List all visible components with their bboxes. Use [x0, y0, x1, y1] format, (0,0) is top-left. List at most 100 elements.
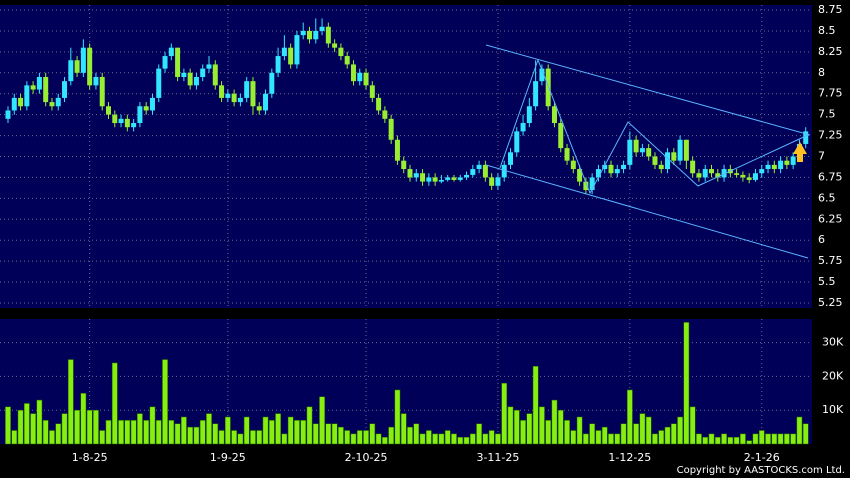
candle-body — [470, 169, 476, 175]
volume-bar — [608, 433, 614, 445]
volume-bar — [451, 433, 457, 445]
x-tick-label: 1-8-25 — [72, 451, 108, 464]
volume-bar — [576, 416, 583, 445]
candle-body — [187, 72, 193, 86]
candle-body — [382, 110, 388, 119]
candle-body — [539, 68, 545, 82]
y-tick-label: 6.25 — [818, 212, 843, 225]
volume-bar — [583, 433, 589, 445]
volume-bar — [488, 430, 495, 445]
candle-body — [426, 177, 432, 182]
volume-bar — [790, 433, 797, 445]
volume-bar — [224, 416, 231, 445]
volume-bar — [476, 423, 482, 445]
volume-bar — [727, 436, 734, 445]
candle-body — [206, 64, 212, 69]
volume-bar — [325, 423, 332, 445]
volume-bar — [740, 433, 746, 445]
volume-bar — [118, 420, 124, 445]
candle-body — [633, 139, 639, 153]
candle-body — [288, 47, 294, 65]
volume-bar — [17, 409, 24, 445]
candle-body — [24, 85, 30, 107]
candle-body — [401, 160, 407, 170]
y-tick-label: 7 — [818, 150, 825, 163]
volume-bar — [702, 436, 709, 445]
y-tick-label: 7.5 — [818, 108, 836, 121]
candle-body — [93, 76, 99, 86]
candle-body — [683, 139, 689, 161]
candle-body — [388, 118, 394, 140]
volume-bar — [168, 420, 175, 445]
volume-bar — [501, 382, 508, 445]
candle-body — [438, 179, 444, 182]
volume-bar — [400, 413, 407, 445]
candle-body — [49, 102, 55, 107]
candle-body — [357, 72, 363, 82]
candle-body — [652, 156, 658, 165]
volume-bar — [338, 426, 344, 445]
volume-bar — [758, 430, 765, 445]
volume-bar — [105, 420, 112, 445]
volume-bar — [218, 430, 225, 445]
candle-body — [746, 177, 752, 180]
volume-bar — [5, 406, 11, 445]
volume-bar — [639, 413, 646, 445]
channel-bottom — [485, 164, 809, 259]
candle-body — [508, 152, 513, 165]
volume-bar — [532, 366, 539, 445]
volume-bar — [130, 420, 137, 445]
candle-body — [193, 76, 199, 86]
plot: 5.25 5.5 5.75 6 6.25 6.5 6.75 7 7.25 7.5 7.75 8 8.25… — [0, 3, 844, 464]
candle-body — [369, 85, 375, 98]
volume-bar — [93, 409, 99, 445]
candle-body — [131, 123, 137, 128]
y-tick-label: 8.25 — [818, 45, 843, 58]
candle-body — [621, 164, 627, 170]
candle-body — [564, 148, 570, 161]
candle-body — [432, 177, 438, 182]
candle-body — [709, 169, 714, 174]
volume-bar — [181, 416, 187, 445]
volume-bar — [733, 436, 740, 445]
candle-body — [74, 60, 80, 73]
volume-bar — [394, 389, 401, 445]
candle-body — [533, 81, 539, 107]
volume-bar — [49, 430, 55, 445]
volume-bar — [444, 430, 451, 445]
y-tick-label: 8.75 — [818, 3, 843, 16]
y-tick-label: 8 — [818, 66, 825, 79]
candle-body — [269, 72, 275, 94]
volume-bar — [432, 433, 438, 445]
candle-body — [570, 160, 576, 170]
volume-bar — [388, 426, 395, 445]
volume-bar — [212, 423, 219, 445]
candle-body — [137, 106, 143, 124]
volume-bar — [601, 426, 608, 445]
candle-body — [263, 93, 269, 111]
volume-bar — [495, 433, 501, 445]
y-tick-label: 5.5 — [818, 275, 836, 288]
volume-bar — [658, 430, 665, 445]
candle-body — [420, 173, 426, 182]
volume-bar — [187, 426, 194, 445]
candle-body — [413, 173, 419, 178]
candle-body — [156, 68, 162, 98]
volume-bar — [294, 420, 300, 445]
candle-body — [778, 160, 784, 170]
volume-bar — [620, 423, 627, 445]
price-panel — [0, 5, 812, 308]
x-tick-label: 3-11-25 — [476, 451, 519, 464]
candle-body — [99, 76, 105, 107]
candle-body — [464, 174, 470, 178]
y-tick-label: 8.5 — [818, 24, 836, 37]
candle-body — [124, 118, 130, 128]
y-tick-label: 7.75 — [818, 87, 843, 100]
volume-bar — [42, 420, 49, 445]
candle-body — [112, 114, 118, 124]
y2-tick-label: 20K — [822, 369, 844, 382]
candle-body — [319, 26, 325, 31]
candle-body — [175, 47, 181, 77]
volume-bar — [670, 423, 677, 445]
candle-body — [332, 43, 338, 48]
